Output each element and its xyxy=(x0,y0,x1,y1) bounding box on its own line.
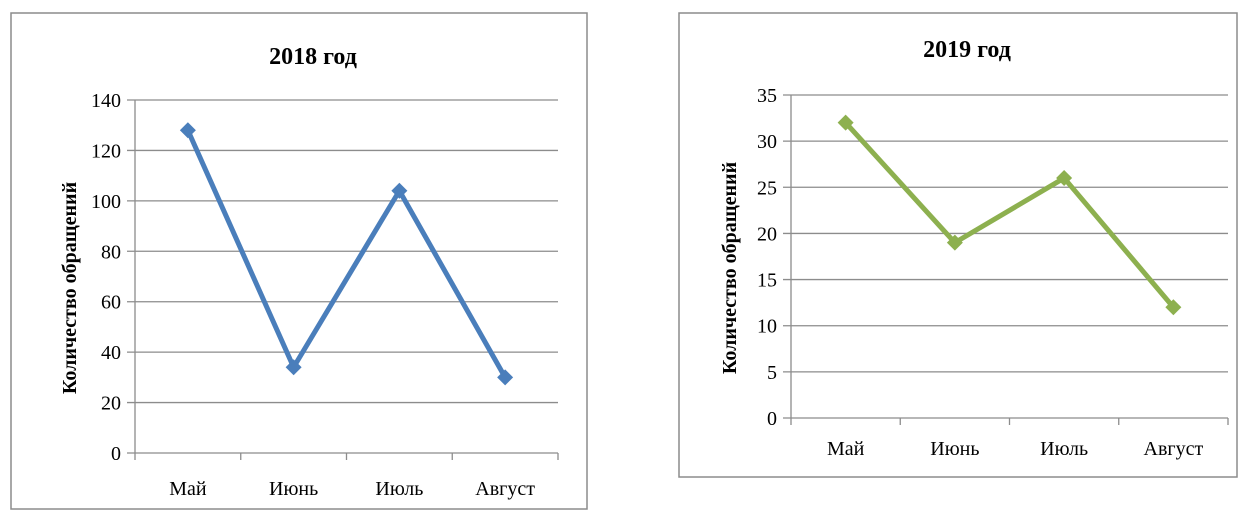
y-tick-label: 140 xyxy=(91,90,121,112)
x-tick-label: Май xyxy=(169,478,207,500)
chart-title: 2018 год xyxy=(269,44,357,70)
chart-2019: 2019 год Количество обращений 0 5 10 15 20 25… xyxy=(678,12,1238,478)
data-point-marker xyxy=(1165,299,1182,316)
chart-frame xyxy=(10,12,588,510)
y-tick-label: 60 xyxy=(101,292,121,314)
y-tick-label: 20 xyxy=(757,223,777,245)
x-tick-label: Июль xyxy=(375,478,423,500)
y-tick-label: 15 xyxy=(757,270,777,292)
x-tick-label: Июль xyxy=(1040,438,1088,460)
series-line xyxy=(185,129,508,379)
y-tick-label: 100 xyxy=(91,191,121,213)
data-point-marker xyxy=(1056,170,1073,187)
chart-2018: 2018 год Количество обращений 0 20 40 60 80 1… xyxy=(10,12,588,510)
x-tick-label: Август xyxy=(1144,438,1204,460)
data-point-marker xyxy=(497,369,514,386)
y-tick-label: 120 xyxy=(91,140,121,162)
data-point-marker xyxy=(946,234,963,251)
y-tick-label: 5 xyxy=(767,362,777,384)
chart-2019-svg: 2019 год Количество обращений 0 5 10 15 20 25… xyxy=(678,12,1238,478)
y-tick-label: 30 xyxy=(757,131,777,153)
data-point-marker xyxy=(391,182,408,199)
series-line xyxy=(843,121,1176,309)
y-tick-label: 20 xyxy=(101,393,121,415)
data-point-marker xyxy=(179,122,196,139)
x-tick-label: Май xyxy=(827,438,865,460)
y-tick-label: 0 xyxy=(767,408,777,430)
data-point-marker xyxy=(837,114,854,131)
y-axis-label: Количество обращений xyxy=(719,162,741,374)
chart-2018-svg: 2018 год Количество обращений 0 20 40 60 80 1… xyxy=(10,12,588,510)
x-tick-label: Июнь xyxy=(930,438,979,460)
chart-title: 2019 год xyxy=(923,37,1011,63)
y-tick-label: 35 xyxy=(757,85,777,107)
x-tick-label: Август xyxy=(475,478,535,500)
x-tick-label: Июнь xyxy=(269,478,318,500)
y-tick-label: 80 xyxy=(101,241,121,263)
data-point-marker xyxy=(285,359,302,376)
y-axis-label: Количество обращений xyxy=(59,182,81,394)
y-tick-label: 25 xyxy=(757,177,777,199)
y-tick-label: 40 xyxy=(101,342,121,364)
y-tick-label: 0 xyxy=(111,443,121,465)
y-tick-label: 10 xyxy=(757,316,777,338)
